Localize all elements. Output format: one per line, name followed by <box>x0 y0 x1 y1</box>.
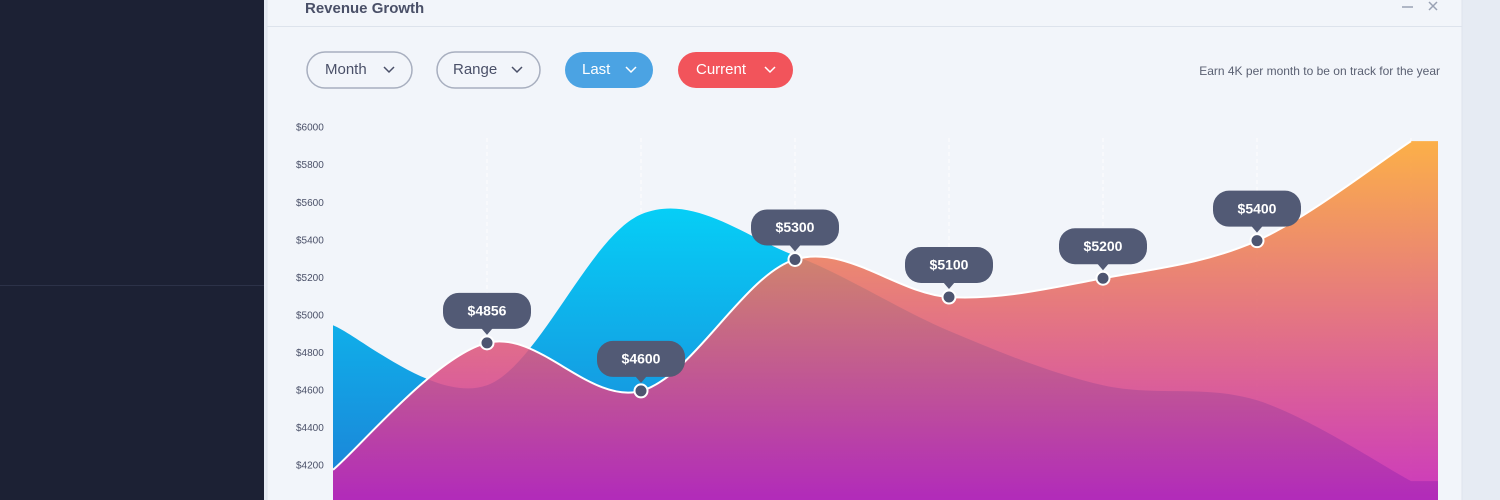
series-line <box>332 140 1412 471</box>
y-tick-label: $4600 <box>296 386 324 397</box>
y-tick-label: $4800 <box>296 348 324 359</box>
data-label: $5300 <box>776 219 815 235</box>
series-pill <box>565 52 653 88</box>
y-tick-label: $4400 <box>296 423 324 434</box>
filter-pill <box>306 51 413 89</box>
series-name: Current <box>696 61 747 78</box>
chevron <box>511 66 523 74</box>
chevron <box>764 66 776 74</box>
filter-label: Range <box>453 61 497 78</box>
data-label: $5100 <box>930 257 969 273</box>
sidebar <box>0 0 264 500</box>
data-label: $4600 <box>622 351 661 367</box>
filter-pill <box>436 51 541 89</box>
tooltip-pointer <box>789 244 801 252</box>
y-tick-label: $5600 <box>296 198 324 209</box>
tooltip-pointer <box>943 282 955 290</box>
series-area <box>333 141 1438 500</box>
data-label: $5400 <box>1238 200 1277 216</box>
filter-label: Month <box>325 61 367 78</box>
y-tick-label: $5200 <box>296 273 324 284</box>
current-series-toggle[interactable]: Current <box>678 52 793 88</box>
month-filter[interactable]: Month <box>306 51 413 89</box>
tooltip-pointer <box>1251 225 1263 233</box>
y-tick-label: $5800 <box>296 160 324 171</box>
data-point <box>1095 270 1111 286</box>
chart: $4200 $4400 $4600 $4800 $5000 $5200 $5400 $5600… <box>296 123 1438 500</box>
data-point <box>479 335 495 351</box>
goal-note: Earn 4K per month to be on track for the… <box>1199 64 1440 78</box>
y-tick-label: $5000 <box>296 310 324 321</box>
y-tick-label: $4200 <box>296 461 324 472</box>
chevron <box>625 66 637 74</box>
chevron <box>383 66 395 74</box>
data-point <box>787 251 803 267</box>
data-point <box>1249 233 1265 249</box>
close-button[interactable] <box>1428 1 1438 11</box>
tooltip-box <box>1213 190 1301 227</box>
range-filter[interactable]: Range <box>436 51 541 89</box>
window-title: Revenue Growth <box>305 0 424 17</box>
tooltip-pointer <box>1097 263 1109 271</box>
data-label: $4856 <box>468 303 507 319</box>
tooltip-pointer <box>635 375 647 383</box>
series-name: Last <box>582 61 611 78</box>
tooltip-box <box>751 209 839 246</box>
tooltip-box <box>443 292 531 329</box>
tooltip-box <box>1059 228 1147 265</box>
data-point <box>633 383 649 399</box>
y-tick-label: $6000 <box>296 123 324 134</box>
series-pill <box>678 52 793 88</box>
tooltip-pointer <box>481 327 493 335</box>
tooltip-box <box>597 340 685 377</box>
tooltip-box <box>905 247 993 284</box>
data-label: $5200 <box>1084 238 1123 254</box>
last-series-toggle[interactable]: Last <box>565 52 653 88</box>
data-point <box>941 289 957 305</box>
y-tick-label: $5400 <box>296 235 324 246</box>
